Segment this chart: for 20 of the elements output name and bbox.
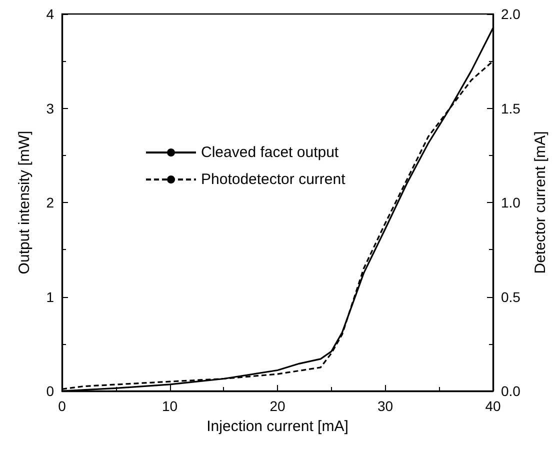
y-tick-label: 4 bbox=[46, 6, 54, 22]
y-tick-label: 3 bbox=[46, 100, 54, 116]
y2-axis-title: Detector current [mA] bbox=[532, 131, 549, 274]
x-axis-title: Injection current [mA] bbox=[206, 418, 348, 435]
y2-tick-label: 2.0 bbox=[501, 6, 521, 22]
x-tick-label: 40 bbox=[485, 398, 501, 414]
legend-label: Cleaved facet output bbox=[201, 144, 340, 161]
y-axis-title: Output intensity [mW] bbox=[16, 130, 33, 274]
x-tick-label: 20 bbox=[270, 398, 286, 414]
y2-tick-label: 0.5 bbox=[501, 288, 521, 305]
y-tick-label: 0 bbox=[46, 383, 54, 399]
y2-tick-label: 1.0 bbox=[501, 194, 521, 210]
x-tick-label: 0 bbox=[58, 398, 66, 414]
y-tick-label: 2 bbox=[46, 194, 54, 210]
y2-tick-label: 1.5 bbox=[501, 100, 521, 116]
x-tick-label: 10 bbox=[162, 398, 178, 414]
y2-tick-label: 0.0 bbox=[501, 383, 521, 399]
y-tick-label: 1 bbox=[46, 288, 54, 305]
legend-label: Photodetector current bbox=[201, 171, 346, 188]
x-tick-label: 30 bbox=[377, 398, 394, 414]
